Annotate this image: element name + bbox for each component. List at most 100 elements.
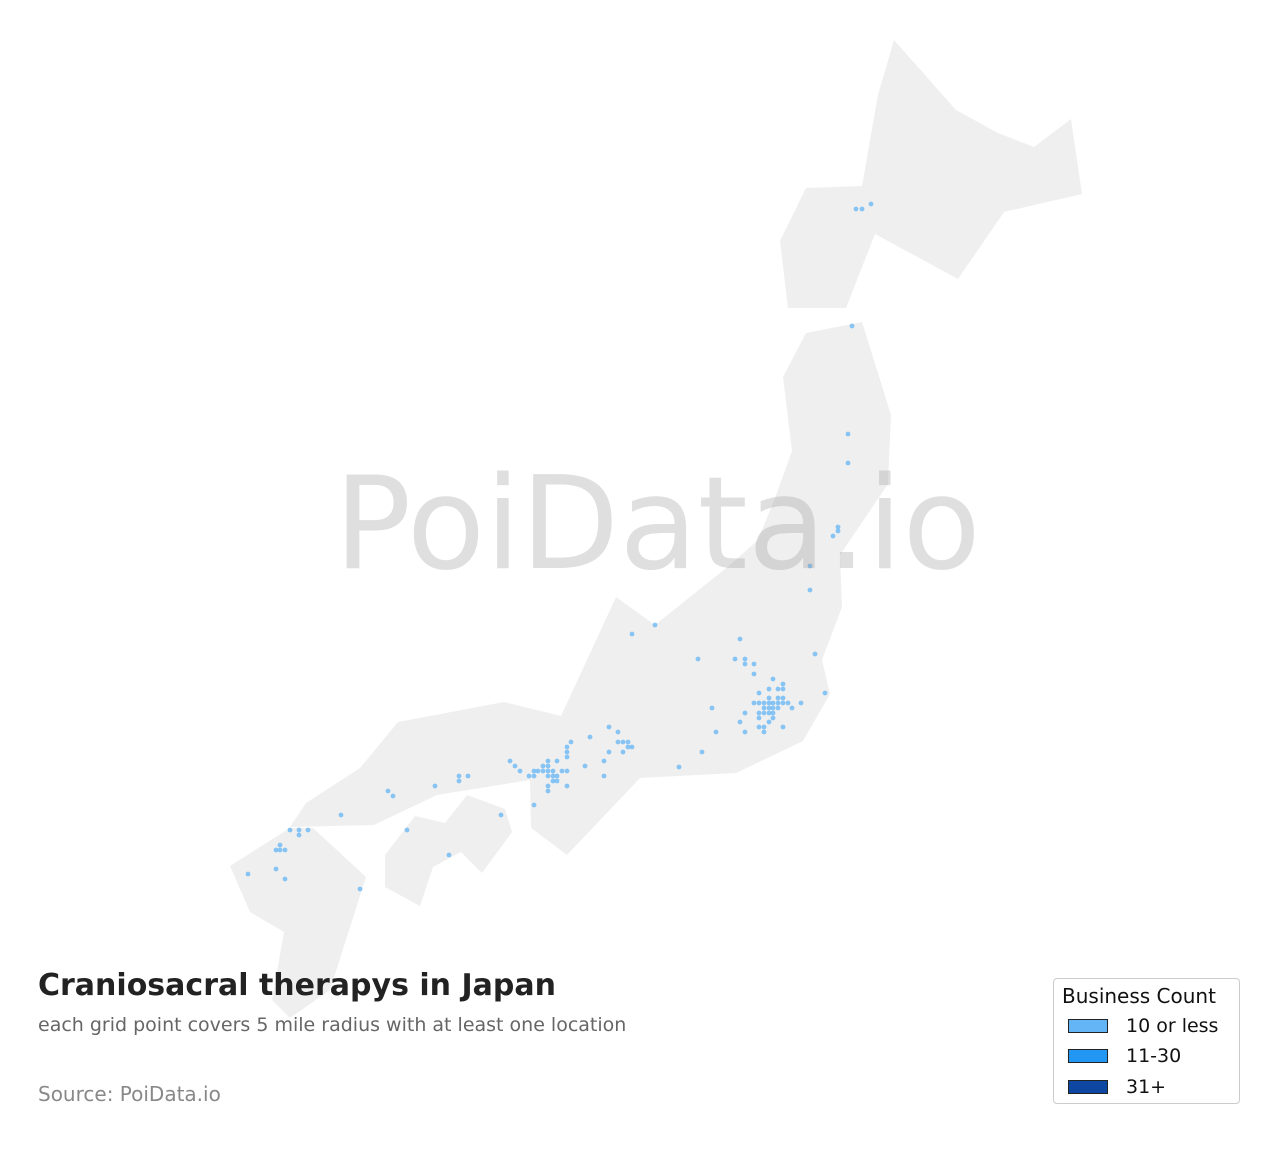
grid-point — [385, 788, 391, 794]
grid-point — [742, 656, 748, 662]
grid-point — [845, 460, 851, 466]
grid-point — [807, 563, 813, 569]
island-honshu — [290, 322, 891, 855]
grid-point — [780, 695, 786, 701]
grid-point — [404, 827, 410, 833]
grid-point — [601, 758, 607, 764]
legend-label: 31+ — [1126, 1076, 1167, 1098]
legend-item-low: 10 or less — [1068, 1015, 1218, 1037]
grid-point — [456, 778, 462, 784]
grid-point — [625, 744, 631, 750]
grid-point — [761, 729, 767, 735]
grid-point — [849, 323, 855, 329]
grid-point — [785, 700, 791, 706]
grid-point — [456, 773, 462, 779]
grid-point — [766, 695, 772, 701]
grid-point — [564, 783, 570, 789]
legend-swatch — [1068, 1049, 1108, 1063]
land-layer — [230, 40, 1082, 1018]
grid-point — [564, 768, 570, 774]
grid-point — [582, 763, 588, 769]
grid-points-layer — [245, 201, 874, 892]
grid-point — [564, 754, 570, 760]
grid-point — [601, 773, 607, 779]
grid-point — [287, 827, 293, 833]
grid-point — [652, 622, 658, 628]
grid-point — [822, 690, 828, 696]
grid-point — [545, 788, 551, 794]
grid-point — [770, 705, 776, 711]
grid-point — [868, 201, 874, 207]
grid-point — [789, 705, 795, 711]
map-title: Craniosacral therapys in Japan — [38, 968, 556, 1003]
grid-point — [780, 681, 786, 687]
legend-item-high: 31+ — [1068, 1076, 1167, 1098]
grid-point — [853, 206, 859, 212]
grid-point — [390, 793, 396, 799]
grid-point — [554, 773, 560, 779]
grid-point — [761, 700, 767, 706]
grid-point — [780, 724, 786, 730]
grid-point — [282, 847, 288, 853]
grid-point — [615, 729, 621, 735]
grid-point — [751, 671, 757, 677]
grid-point — [775, 705, 781, 711]
grid-point — [296, 827, 302, 833]
legend-label: 11-30 — [1126, 1045, 1182, 1067]
grid-point — [629, 631, 635, 637]
grid-point — [564, 749, 570, 755]
grid-point — [766, 700, 772, 706]
grid-point — [540, 763, 546, 769]
grid-point — [756, 724, 762, 730]
grid-point — [465, 773, 471, 779]
grid-point — [737, 719, 743, 725]
island-shikoku — [385, 795, 512, 906]
grid-point — [761, 724, 767, 730]
grid-point — [498, 812, 504, 818]
grid-point — [775, 695, 781, 701]
grid-point — [587, 734, 593, 740]
grid-point — [273, 866, 279, 872]
grid-point — [559, 768, 565, 774]
grid-point — [695, 656, 701, 662]
legend-item-mid: 11-30 — [1068, 1045, 1182, 1067]
grid-point — [282, 876, 288, 882]
legend-title: Business Count — [1062, 984, 1216, 1008]
grid-point — [766, 719, 772, 725]
grid-point — [357, 886, 363, 892]
grid-point — [535, 768, 541, 774]
grid-point — [620, 739, 626, 745]
grid-point — [775, 700, 781, 706]
grid-point — [507, 758, 513, 764]
grid-point — [751, 700, 757, 706]
grid-point — [766, 710, 772, 716]
grid-point — [564, 744, 570, 750]
grid-point — [766, 705, 772, 711]
grid-point — [531, 773, 537, 779]
grid-point — [761, 705, 767, 711]
grid-point — [550, 768, 556, 774]
grid-point — [756, 710, 762, 716]
grid-point — [761, 710, 767, 716]
source-credit: Source: PoiData.io — [38, 1082, 221, 1106]
grid-point — [737, 636, 743, 642]
grid-point — [568, 739, 574, 745]
grid-point — [770, 710, 776, 716]
grid-point — [554, 758, 560, 764]
grid-point — [699, 749, 705, 755]
grid-point — [277, 847, 283, 853]
grid-point — [807, 587, 813, 593]
grid-point — [545, 773, 551, 779]
grid-point — [517, 768, 523, 774]
grid-point — [446, 852, 452, 858]
grid-point — [625, 739, 631, 745]
grid-point — [775, 686, 781, 692]
grid-point — [798, 700, 804, 706]
grid-point — [676, 764, 682, 770]
grid-point — [766, 686, 772, 692]
grid-point — [545, 763, 551, 769]
grid-point — [550, 778, 556, 784]
grid-point — [742, 729, 748, 735]
grid-point — [742, 661, 748, 667]
